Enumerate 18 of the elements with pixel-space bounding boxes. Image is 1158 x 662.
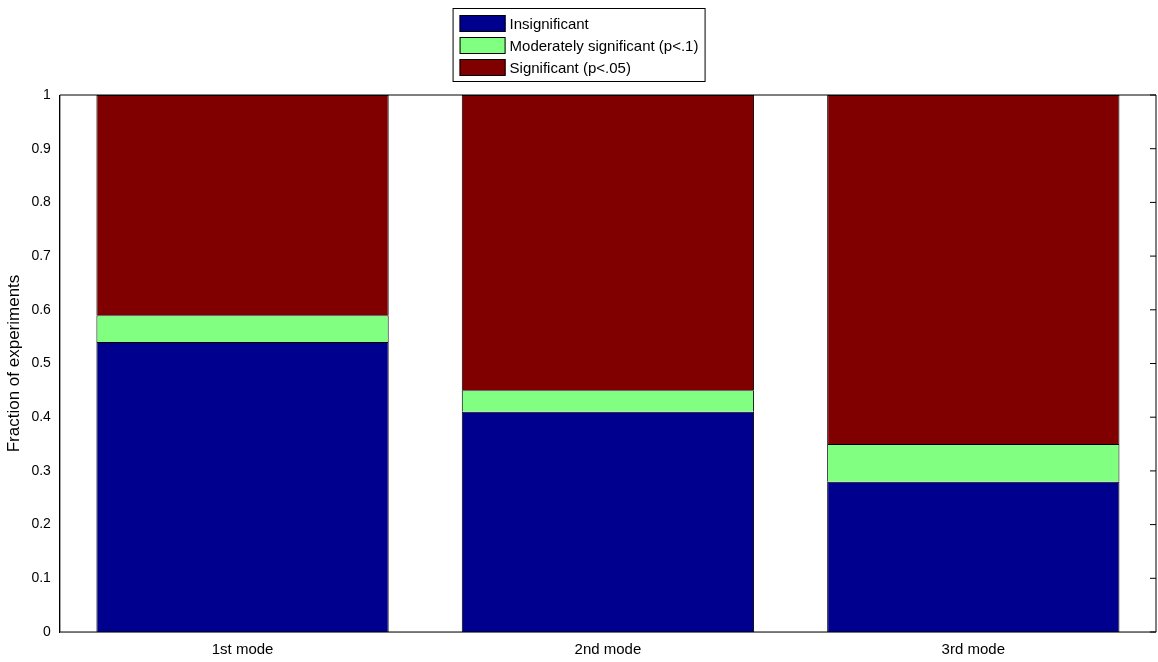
- y-tick-label: 0.4: [31, 408, 52, 425]
- y-tick-label: 0: [43, 622, 52, 639]
- y-tick-label: 0.9: [31, 139, 52, 156]
- legend-label: Insignificant: [509, 14, 589, 32]
- x-tick-label: 3rd mode: [941, 640, 1005, 658]
- y-tick-label: 1: [43, 85, 52, 102]
- y-tick-label: 0.1: [31, 569, 52, 586]
- y-axis-title: Fraction of experiments: [3, 274, 23, 453]
- legend-label: Moderately significant (p<.1): [509, 36, 699, 54]
- x-tick-label: 2nd mode: [574, 640, 642, 658]
- y-tick-label: 0.6: [31, 300, 52, 317]
- y-tick-label: 0.7: [31, 246, 52, 263]
- y-tick-label: 0.3: [31, 461, 52, 478]
- y-tick-label: 0.8: [31, 193, 52, 210]
- y-tick-label: 0.5: [31, 354, 52, 371]
- x-tick-label: 1st mode: [211, 640, 274, 658]
- series-label: Significant (p<.05): [509, 58, 631, 76]
- y-tick-label: 0.2: [31, 515, 52, 532]
